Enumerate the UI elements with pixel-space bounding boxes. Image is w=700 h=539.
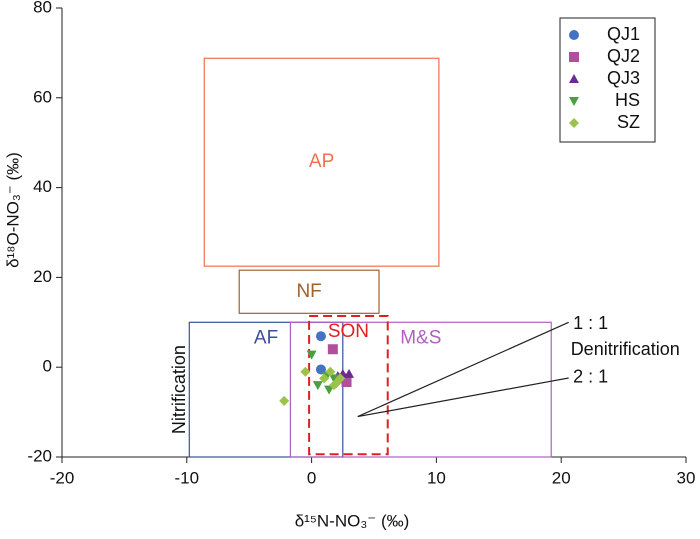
- slope-label: 1 : 1: [573, 313, 608, 333]
- legend-marker: [569, 74, 579, 83]
- region-box: [238, 269, 380, 314]
- legend-marker: [569, 52, 579, 62]
- region-box: [289, 321, 552, 458]
- point: [319, 373, 330, 384]
- point: [335, 373, 346, 384]
- point: [315, 331, 326, 342]
- legend-label: QJ2: [607, 46, 640, 66]
- annotation: Nitrification: [169, 345, 189, 434]
- legend-label: HS: [615, 90, 640, 110]
- point: [324, 385, 335, 395]
- region-label: AF: [254, 327, 278, 348]
- point: [341, 377, 352, 388]
- legend-marker: [569, 118, 579, 128]
- region-label: AP: [309, 151, 334, 172]
- y-axis-label: δ¹⁸O-NO₃⁻ (‰): [3, 152, 22, 268]
- point: [325, 366, 336, 377]
- point: [279, 395, 290, 406]
- point: [306, 350, 317, 360]
- slope-line: [357, 377, 569, 418]
- legend-marker: [569, 30, 579, 40]
- point: [300, 366, 311, 377]
- x-axis-label: δ¹⁵N-NO₃⁻ (‰): [295, 511, 410, 530]
- y-tick-label: 60: [33, 87, 52, 106]
- y-tick-label: 0: [43, 357, 52, 376]
- y-tick-label: 80: [33, 0, 52, 16]
- annotation: Denitrification: [571, 339, 680, 359]
- slope-line: [357, 321, 569, 418]
- region-box: [203, 57, 440, 267]
- legend-label: QJ3: [607, 68, 640, 88]
- point: [312, 381, 323, 391]
- x-tick-label: -10: [175, 468, 200, 487]
- point: [329, 380, 340, 391]
- legend-label: QJ1: [607, 24, 640, 44]
- legend-marker: [569, 97, 579, 106]
- x-tick-label: 20: [552, 468, 571, 487]
- legend-label: SZ: [617, 112, 640, 132]
- x-tick-label: 30: [677, 468, 696, 487]
- y-tick-label: -20: [27, 446, 52, 465]
- point: [315, 364, 326, 375]
- x-tick-label: 10: [427, 468, 446, 487]
- y-tick-label: 40: [33, 177, 52, 196]
- region-box: [188, 321, 344, 458]
- region-label: NF: [296, 281, 321, 302]
- slope-label: 2 : 1: [573, 367, 608, 387]
- point: [329, 374, 340, 384]
- x-tick-label: -20: [50, 468, 75, 487]
- region-label: M&S: [400, 327, 441, 348]
- x-tick-label: 0: [307, 468, 316, 487]
- region-box: [308, 315, 389, 456]
- region-label: SON: [328, 321, 369, 342]
- point: [327, 344, 338, 355]
- point: [344, 368, 355, 378]
- y-tick-label: 20: [33, 267, 52, 286]
